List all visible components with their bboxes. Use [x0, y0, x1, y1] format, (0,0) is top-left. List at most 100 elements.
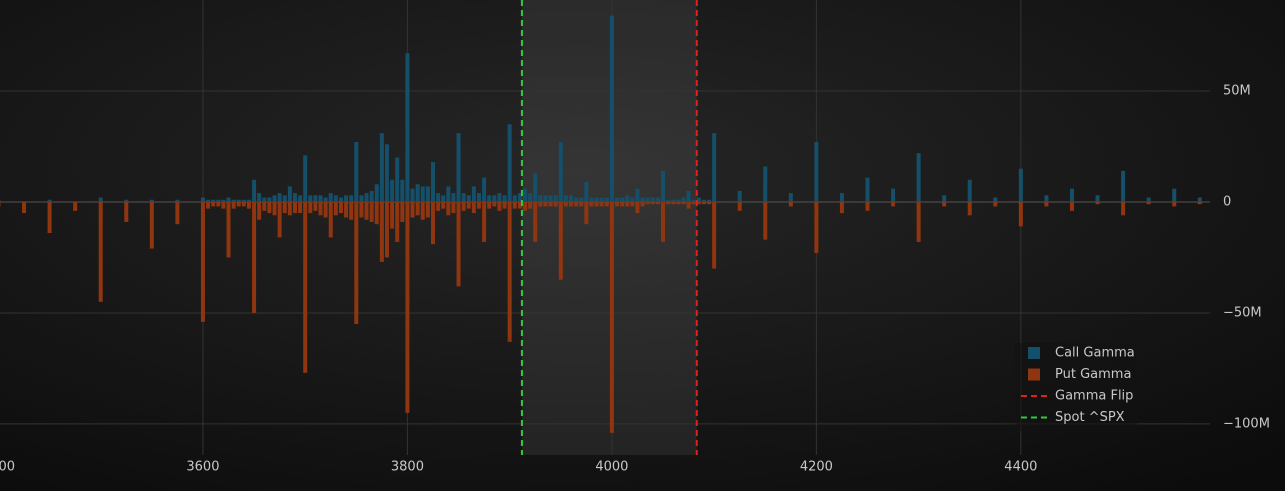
bar — [1044, 195, 1049, 202]
bar — [390, 201, 395, 229]
bar — [691, 201, 696, 205]
bar — [630, 201, 635, 207]
bar — [620, 197, 625, 202]
bar — [73, 201, 78, 211]
bar — [252, 201, 257, 313]
bar — [589, 201, 594, 207]
bar — [763, 201, 768, 240]
bar — [492, 195, 497, 202]
bar — [47, 199, 52, 202]
bar — [303, 201, 308, 373]
bar — [650, 197, 655, 202]
bar — [338, 197, 343, 202]
bar — [604, 197, 609, 202]
bar — [707, 201, 712, 205]
bar — [640, 197, 645, 202]
bar — [507, 124, 512, 202]
bar — [349, 201, 354, 220]
bar — [681, 197, 686, 202]
bar — [763, 166, 768, 202]
bar — [354, 142, 359, 202]
bar — [814, 201, 819, 254]
bar — [553, 201, 558, 207]
bar — [482, 201, 487, 242]
bar — [558, 142, 563, 202]
bar — [313, 195, 318, 202]
bar — [374, 201, 379, 225]
bar — [594, 197, 599, 202]
bar — [456, 133, 461, 202]
bar — [124, 199, 129, 202]
bar — [594, 201, 599, 207]
bar — [175, 201, 180, 225]
x-tick-label: 4200 — [800, 460, 833, 475]
legend-swatch — [1028, 347, 1040, 359]
bar — [942, 201, 947, 207]
bar — [487, 195, 492, 202]
bar — [1172, 188, 1177, 202]
bar — [328, 193, 333, 202]
bar — [865, 201, 870, 211]
bar — [22, 201, 27, 214]
bar — [344, 201, 349, 218]
bar — [1044, 201, 1049, 207]
x-tick-label: 4400 — [1004, 460, 1037, 475]
bar — [512, 195, 517, 202]
bar — [308, 201, 313, 214]
bar — [344, 195, 349, 202]
bar — [615, 201, 620, 207]
bar — [1146, 201, 1151, 205]
bar — [865, 177, 870, 202]
bar — [446, 201, 451, 216]
bar — [574, 201, 579, 207]
bar — [124, 201, 129, 222]
bar — [676, 201, 681, 205]
legend: Call Gamma Put Gamma Gamma Flip Spot ^SPX — [1015, 343, 1137, 431]
bar — [737, 190, 742, 202]
bar — [277, 201, 282, 238]
bar — [456, 201, 461, 287]
bar — [405, 201, 410, 413]
bar — [400, 201, 405, 222]
bar — [241, 199, 246, 202]
bar — [609, 201, 614, 433]
bar — [579, 197, 584, 202]
bar — [292, 201, 297, 214]
bar — [200, 201, 205, 322]
bar — [650, 201, 655, 205]
bar — [788, 201, 793, 207]
bar — [686, 190, 691, 202]
bar — [701, 199, 706, 202]
bar — [384, 144, 389, 202]
bar — [625, 201, 630, 207]
bar — [1018, 201, 1023, 227]
bar — [257, 201, 262, 220]
bar — [216, 201, 221, 207]
bar — [328, 201, 333, 238]
bar — [579, 201, 584, 207]
bar — [425, 186, 430, 202]
bar — [482, 177, 487, 202]
bar — [211, 201, 216, 207]
bar — [599, 197, 604, 202]
bar — [415, 184, 420, 202]
bar — [1121, 170, 1126, 202]
bar — [359, 201, 364, 218]
bar — [384, 201, 389, 258]
bar — [415, 201, 420, 216]
x-tick-label: 3400 — [0, 460, 15, 475]
bar — [420, 186, 425, 202]
bar — [257, 193, 262, 202]
bar — [635, 201, 640, 214]
bar — [430, 162, 435, 202]
bar — [543, 201, 548, 207]
bar — [558, 201, 563, 280]
bar — [666, 201, 671, 205]
bar — [226, 201, 231, 258]
bar — [451, 201, 456, 214]
bar — [615, 197, 620, 202]
bar — [364, 193, 369, 202]
y-tick-label: −50M — [1223, 305, 1262, 320]
x-tick-label: 4000 — [595, 460, 628, 475]
bar — [671, 199, 676, 202]
